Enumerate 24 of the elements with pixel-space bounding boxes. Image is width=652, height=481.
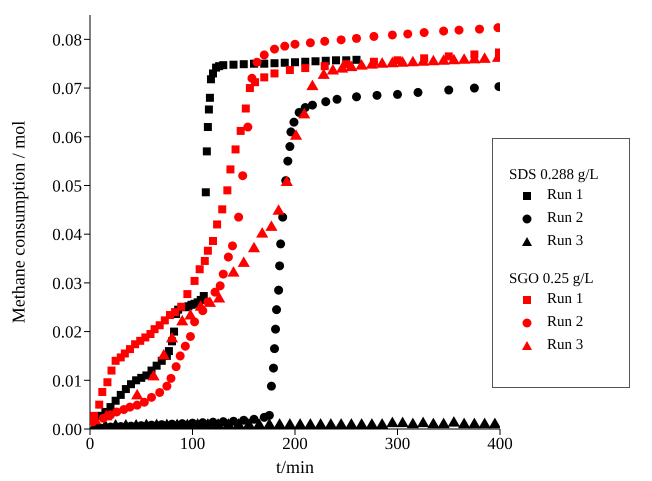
legend-label: Run 3 <box>547 233 584 250</box>
x-axis-title: t/min <box>276 457 314 477</box>
y-tick-label: 0.07 <box>52 79 82 98</box>
y-tick-label: 0.08 <box>52 30 82 50</box>
y-tick-label: 0.06 <box>52 128 82 147</box>
y-tick-label: 0.04 <box>52 225 82 244</box>
text: SDS 0.288 g/L <box>509 167 600 184</box>
y-axis-title: Methane consumption / mol <box>8 120 28 324</box>
y-tick-label: 0.02 <box>52 322 82 342</box>
legend-label: Run 3 <box>547 337 584 354</box>
legend-label: Run 1 <box>547 291 584 308</box>
x-tick-label: 400 <box>487 434 513 454</box>
x-tick-label: 100 <box>180 434 206 454</box>
text: SGO 0.25 g/L <box>509 271 595 288</box>
y-tick-label: 0.01 <box>52 371 82 390</box>
x-tick-label: 200 <box>282 434 308 454</box>
y-tick-label: 0.03 <box>52 274 82 293</box>
x-tick-label: 0 <box>86 434 94 454</box>
x-tick-label: 300 <box>384 434 410 454</box>
y-tick-label: 0.00 <box>52 420 82 440</box>
legend-label: Run 2 <box>547 210 584 227</box>
y-tick-label: 0.05 <box>52 176 82 196</box>
legend-label: Run 2 <box>547 314 584 331</box>
legend-label: Run 1 <box>547 187 584 204</box>
